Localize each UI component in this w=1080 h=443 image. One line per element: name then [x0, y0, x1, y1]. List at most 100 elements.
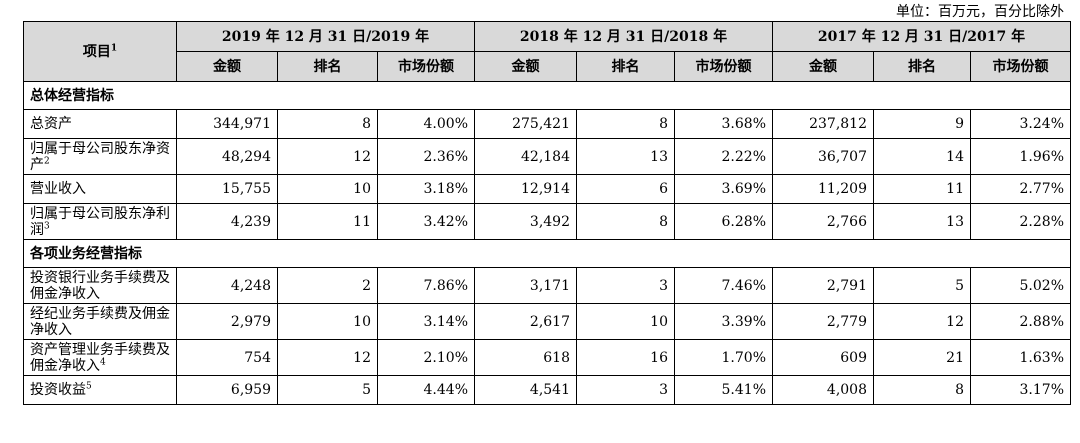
value-cell: 14: [873, 138, 971, 175]
header-rank: 排名: [277, 51, 378, 82]
header-share: 市场份额: [377, 51, 475, 82]
table-row: 营业收入 15,755 10 3.18% 12,914 6 3.69% 11,209 11 2.7…: [23, 174, 1071, 204]
value-cell: 6.28%: [674, 203, 773, 240]
header-rank: 排名: [576, 51, 675, 82]
section-row: 总体经营指标: [23, 81, 1071, 110]
value-cell: 4,239: [176, 203, 278, 240]
value-cell: 2,766: [772, 203, 874, 240]
value-cell: 3.39%: [674, 303, 773, 340]
value-cell: 3.24%: [970, 109, 1071, 139]
value-cell: 609: [772, 339, 874, 376]
value-cell: 3.18%: [377, 174, 475, 204]
value-cell: 344,971: [176, 109, 278, 139]
value-cell: 13: [576, 138, 675, 175]
value-cell: 8: [277, 109, 378, 139]
value-cell: 5: [277, 375, 378, 405]
value-cell: 1.63%: [970, 339, 1071, 376]
row-label: 营业收入: [23, 174, 177, 204]
header-amount: 金额: [474, 51, 577, 82]
value-cell: 48,294: [176, 138, 278, 175]
header-item: 项目1: [23, 21, 177, 82]
table-row: 总资产 344,971 8 4.00% 275,421 8 3.68% 237,812 9 3.2…: [23, 109, 1071, 139]
value-cell: 12: [873, 303, 971, 340]
header-period-2017: 2017 年 12 月 31 日/2017 年: [772, 21, 1071, 52]
value-cell: 13: [873, 203, 971, 240]
value-cell: 3.17%: [970, 375, 1071, 405]
value-cell: 21: [873, 339, 971, 376]
value-cell: 3.68%: [674, 109, 773, 139]
value-cell: 2.77%: [970, 174, 1071, 204]
value-cell: 4,248: [176, 267, 278, 304]
value-cell: 2,979: [176, 303, 278, 340]
table-row: 归属于母公司股东净资产2 48,294 12 2.36% 42,184 13 2.22% 36…: [23, 138, 1071, 175]
row-label: 经纪业务手续费及佣金净收入: [23, 303, 177, 340]
value-cell: 12,914: [474, 174, 577, 204]
value-cell: 3.69%: [674, 174, 773, 204]
value-cell: 6,959: [176, 375, 278, 405]
value-cell: 275,421: [474, 109, 577, 139]
table-row: 经纪业务手续费及佣金净收入 2,979 10 3.14% 2,617 10 3.39% 2,7…: [23, 303, 1071, 340]
value-cell: 2,617: [474, 303, 577, 340]
value-cell: 2,791: [772, 267, 874, 304]
value-cell: 11,209: [772, 174, 874, 204]
header-period-2018: 2018 年 12 月 31 日/2018 年: [474, 21, 773, 52]
header-share: 市场份额: [674, 51, 773, 82]
value-cell: 36,707: [772, 138, 874, 175]
value-cell: 618: [474, 339, 577, 376]
section-row: 各项业务经营指标: [23, 239, 1071, 268]
unit-note: 单位：百万元，百分比除外: [896, 4, 1064, 20]
table-row: 投资收益5 6,959 5 4.44% 4,541 3 5.41% 4,008 8 3.17%: [23, 375, 1071, 405]
row-label: 总资产: [23, 109, 177, 139]
value-cell: 2.28%: [970, 203, 1071, 240]
value-cell: 9: [873, 109, 971, 139]
value-cell: 5.41%: [674, 375, 773, 405]
value-cell: 42,184: [474, 138, 577, 175]
value-cell: 3.42%: [377, 203, 475, 240]
value-cell: 237,812: [772, 109, 874, 139]
value-cell: 2,779: [772, 303, 874, 340]
table-row: 资产管理业务手续费及佣金净收入4 754 12 2.10% 618 16 1.70% 609 2…: [23, 339, 1071, 376]
financial-table: 项目1 2019 年 12 月 31 日/2019 年 2018 年 12 月 …: [23, 21, 1071, 405]
value-cell: 2.88%: [970, 303, 1071, 340]
value-cell: 4.00%: [377, 109, 475, 139]
header-share: 市场份额: [970, 51, 1071, 82]
row-label: 归属于母公司股东净资产2: [23, 138, 177, 175]
header-rank: 排名: [873, 51, 971, 82]
value-cell: 8: [576, 203, 675, 240]
value-cell: 3: [576, 375, 675, 405]
header-amount: 金额: [176, 51, 278, 82]
row-label: 投资收益5: [23, 375, 177, 405]
row-label: 投资银行业务手续费及佣金净收入: [23, 267, 177, 304]
value-cell: 4,541: [474, 375, 577, 405]
table-body: 总体经营指标 总资产 344,971 8 4.00% 275,421 8 3.68% 237,8…: [23, 81, 1071, 405]
value-cell: 8: [873, 375, 971, 405]
value-cell: 15,755: [176, 174, 278, 204]
table-row: 投资银行业务手续费及佣金净收入 4,248 2 7.86% 3,171 3 7.46% 2,7…: [23, 267, 1071, 304]
header-amount: 金额: [772, 51, 874, 82]
value-cell: 10: [277, 303, 378, 340]
value-cell: 3: [576, 267, 675, 304]
header-period-2019: 2019 年 12 月 31 日/2019 年: [176, 21, 475, 52]
value-cell: 1.70%: [674, 339, 773, 376]
value-cell: 10: [277, 174, 378, 204]
table-row: 归属于母公司股东净利润3 4,239 11 3.42% 3,492 8 6.28% 2,766…: [23, 203, 1071, 240]
value-cell: 12: [277, 339, 378, 376]
value-cell: 16: [576, 339, 675, 376]
value-cell: 1.96%: [970, 138, 1071, 175]
value-cell: 6: [576, 174, 675, 204]
value-cell: 5: [873, 267, 971, 304]
value-cell: 2.10%: [377, 339, 475, 376]
value-cell: 7.86%: [377, 267, 475, 304]
row-label: 归属于母公司股东净利润3: [23, 203, 177, 240]
value-cell: 4.44%: [377, 375, 475, 405]
value-cell: 3,492: [474, 203, 577, 240]
value-cell: 10: [576, 303, 675, 340]
value-cell: 2.22%: [674, 138, 773, 175]
value-cell: 8: [576, 109, 675, 139]
section-title: 各项业务经营指标: [23, 239, 1071, 268]
value-cell: 2.36%: [377, 138, 475, 175]
row-label: 资产管理业务手续费及佣金净收入4: [23, 339, 177, 376]
value-cell: 754: [176, 339, 278, 376]
value-cell: 3.14%: [377, 303, 475, 340]
value-cell: 4,008: [772, 375, 874, 405]
